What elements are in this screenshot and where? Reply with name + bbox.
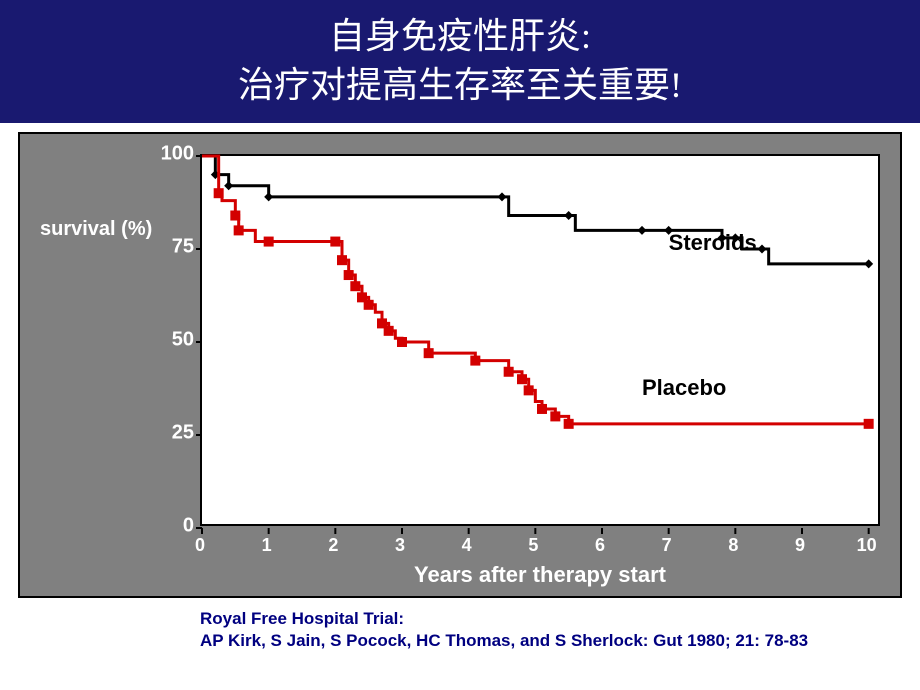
marker-placebo [517,374,527,384]
marker-placebo [330,237,340,247]
plot-area: Steroids Placebo [200,154,880,526]
chart-container: survival (%) SteroidsPlacebo Years after… [18,132,902,598]
series-label-placebo: Placebo [642,375,726,401]
citation: Royal Free Hospital Trial: AP Kirk, S Ja… [200,608,808,652]
x-tick-label: 5 [528,535,538,556]
marker-placebo [230,211,240,221]
y-tick-label: 75 [134,236,194,259]
plot-svg [202,156,878,524]
x-tick-label: 7 [662,535,672,556]
title-line1: 自身免疫性肝炎: [329,16,591,56]
x-tick-label: 8 [728,535,738,556]
x-tick-label: 1 [262,535,272,556]
citation-line2: AP Kirk, S Jain, S Pocock, HC Thomas, an… [200,631,808,650]
marker-placebo [264,237,274,247]
marker-placebo [384,326,394,336]
series-line-steroids [202,156,869,264]
x-tick-label: 10 [857,535,877,556]
x-tick-label: 6 [595,535,605,556]
marker-steroids [758,245,767,254]
slide-title: 自身免疫性肝炎: 治疗对提高生存率至关重要! [0,0,920,123]
marker-placebo [424,348,434,358]
series-label-steroids: Steroids [669,230,757,256]
marker-placebo [564,419,574,429]
marker-placebo [524,385,534,395]
marker-steroids [864,259,873,268]
y-tick-label: 0 [134,515,194,538]
marker-placebo [337,255,347,265]
marker-placebo [504,367,514,377]
x-tick-label: 2 [328,535,338,556]
marker-steroids [564,211,573,220]
y-tick-label: 50 [134,329,194,352]
citation-line1: Royal Free Hospital Trial: [200,609,404,628]
marker-steroids [264,192,273,201]
y-tick-label: 25 [134,422,194,445]
x-tick-label: 4 [462,535,472,556]
x-tick-label: 0 [195,535,205,556]
marker-placebo [350,281,360,291]
marker-placebo [344,270,354,280]
marker-placebo [470,356,480,366]
marker-placebo [864,419,874,429]
marker-placebo [537,404,547,414]
title-line2: 治疗对提高生存率至关重要! [238,65,682,105]
marker-steroids [224,181,233,190]
y-tick-label: 100 [134,143,194,166]
x-axis-label: Years after therapy start [200,562,880,588]
marker-placebo [550,411,560,421]
x-tick-label: 3 [395,535,405,556]
marker-placebo [397,337,407,347]
marker-steroids [498,192,507,201]
marker-placebo [214,188,224,198]
marker-steroids [638,226,647,235]
marker-placebo [234,225,244,235]
x-tick-label: 9 [795,535,805,556]
marker-placebo [364,300,374,310]
